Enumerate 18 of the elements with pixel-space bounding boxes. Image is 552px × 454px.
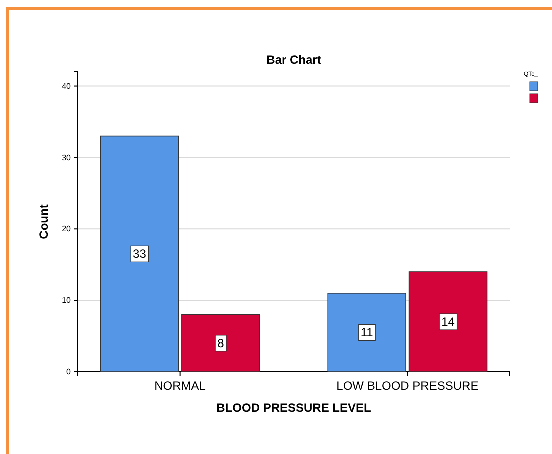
y-axis-title: Count — [37, 204, 51, 240]
y-tick-label: 20 — [62, 224, 72, 234]
x-tick-label: LOW BLOOD PRESSURE — [336, 378, 479, 393]
bar — [328, 293, 406, 372]
y-tick-label: 10 — [62, 296, 72, 306]
data-label: 33 — [133, 247, 147, 262]
y-tick-label: 30 — [62, 153, 72, 162]
data-label: 14 — [442, 315, 456, 329]
bar — [408, 272, 488, 372]
x-tick-label: NORMAL — [154, 378, 206, 393]
y-tick-label: 40 — [62, 82, 72, 91]
chart-title: Bar Chart — [266, 53, 322, 67]
bar — [182, 314, 260, 372]
x-axis-title: BLOOD PRESSURE LEVEL — [216, 401, 372, 415]
y-tick-label: 0 — [66, 368, 72, 377]
data-label: 11 — [360, 326, 374, 340]
data-label: 8 — [218, 336, 225, 350]
bar — [100, 136, 180, 372]
